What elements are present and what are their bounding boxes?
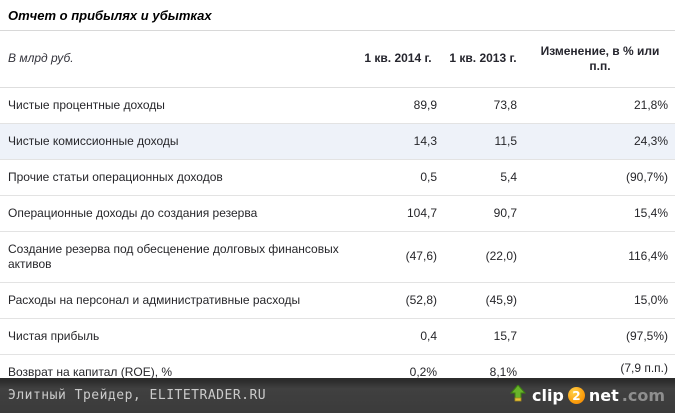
- row-label: Чистые процентные доходы: [0, 87, 353, 124]
- column-header-2014: 1 кв. 2014 г.: [353, 31, 443, 88]
- value-change: 21,8%: [523, 87, 675, 124]
- value-2014: 104,7: [353, 195, 443, 232]
- table-row: Чистые процентные доходы 89,9 73,8 21,8%: [0, 87, 675, 124]
- value-2013: (45,9): [443, 282, 523, 319]
- source-attribution: Элитный Трейдер, ELITETRADER.RU: [8, 388, 267, 403]
- value-2014: (47,6): [353, 231, 443, 283]
- value-2014: 14,3: [353, 123, 443, 160]
- value-change: 15,4%: [523, 195, 675, 232]
- value-change: (97,5%): [523, 318, 675, 355]
- watermark-bar: Элитный Трейдер, ELITETRADER.RU clip 2 n…: [0, 378, 675, 413]
- value-2013: 5,4: [443, 159, 523, 196]
- value-2013: 15,7: [443, 318, 523, 355]
- row-label: Чистые комиссионные доходы: [0, 123, 353, 160]
- value-change: 24,3%: [523, 123, 675, 160]
- value-2014: 0,4: [353, 318, 443, 355]
- table-row: Операционные доходы до создания резерва …: [0, 195, 675, 232]
- table-row: Чистые комиссионные доходы 14,3 11,5 24,…: [0, 123, 675, 160]
- value-2014: 0,5: [353, 159, 443, 196]
- unit-label: В млрд руб.: [0, 31, 353, 88]
- table-row: Чистая прибыль 0,4 15,7 (97,5%): [0, 318, 675, 355]
- value-change: (90,7%): [523, 159, 675, 196]
- row-label: Прочие статьи операционных доходов: [0, 159, 353, 196]
- value-2014: 89,9: [353, 87, 443, 124]
- value-change: 15,0%: [523, 282, 675, 319]
- clip2net-logo[interactable]: clip 2 net .com: [509, 384, 665, 406]
- value-2013: (22,0): [443, 231, 523, 283]
- logo-circle-2: 2: [567, 387, 585, 404]
- row-label: Создание резерва под обесценение долговы…: [0, 231, 353, 283]
- logo-text-net: net: [588, 386, 619, 405]
- column-header-2013: 1 кв. 2013 г.: [443, 31, 523, 88]
- row-label: Чистая прибыль: [0, 318, 353, 355]
- logo-text-com: .com: [621, 386, 665, 405]
- value-2013: 73,8: [443, 87, 523, 124]
- pnl-table: В млрд руб. 1 кв. 2014 г. 1 кв. 2013 г. …: [0, 31, 675, 391]
- value-2013: 11,5: [443, 123, 523, 160]
- table-row: Прочие статьи операционных доходов 0,5 5…: [0, 159, 675, 196]
- value-change: 116,4%: [523, 231, 675, 283]
- page-title: Отчет о прибылях и убытках: [0, 0, 675, 31]
- row-label: Операционные доходы до создания резерва: [0, 195, 353, 232]
- value-2014: (52,8): [353, 282, 443, 319]
- upload-arrow-icon: [509, 384, 527, 406]
- table-header-row: В млрд руб. 1 кв. 2014 г. 1 кв. 2013 г. …: [0, 31, 675, 88]
- table-row: Создание резерва под обесценение долговы…: [0, 231, 675, 283]
- column-header-change: Изменение, в % или п.п.: [523, 31, 675, 88]
- logo-text-clip: clip: [531, 386, 564, 405]
- value-2013: 90,7: [443, 195, 523, 232]
- row-label: Расходы на персонал и административные р…: [0, 282, 353, 319]
- table-row: Расходы на персонал и административные р…: [0, 282, 675, 319]
